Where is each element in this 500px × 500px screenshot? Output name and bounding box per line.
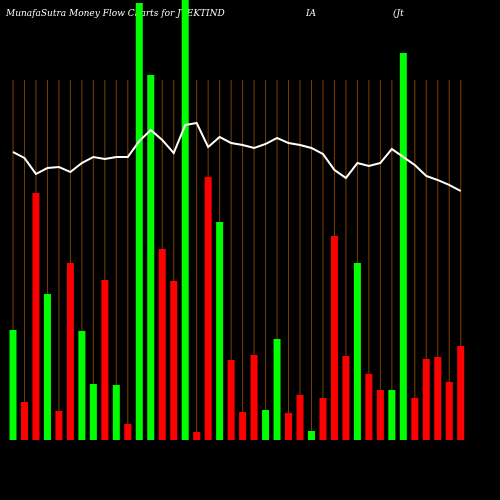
bar (319, 398, 327, 440)
bar (135, 3, 143, 440)
bar (365, 374, 373, 440)
chart-title: MunafaSutra Money Flow Charts for JTEKTI… (5, 9, 225, 19)
bar (307, 431, 315, 440)
bar (112, 385, 120, 440)
chart-title-part: (Jt (393, 8, 404, 19)
bar (250, 355, 258, 440)
bar (399, 53, 407, 440)
bar (330, 236, 338, 440)
bar (239, 412, 247, 440)
money-flow-line (12, 121, 462, 192)
bar (388, 390, 396, 440)
bar (422, 359, 430, 440)
bar (353, 263, 361, 440)
bar (342, 356, 350, 440)
bar (147, 75, 155, 440)
bar (204, 177, 212, 440)
bar (285, 413, 293, 440)
bar (296, 395, 304, 440)
bar (262, 410, 270, 440)
bar (158, 249, 166, 440)
bar (78, 331, 86, 440)
bar (20, 402, 28, 440)
bar (445, 382, 453, 440)
bar (273, 339, 281, 440)
chart-title-part: IA (305, 9, 317, 19)
bar (376, 390, 384, 440)
bar (43, 294, 51, 440)
bar (89, 384, 97, 440)
bar (411, 398, 419, 440)
bar (181, 0, 189, 440)
bar (457, 346, 465, 440)
bar (55, 411, 63, 440)
bar (193, 432, 201, 440)
bar (170, 281, 178, 440)
bar (227, 360, 235, 440)
bar (9, 330, 17, 440)
bar (216, 222, 224, 440)
bar (66, 263, 74, 440)
bar (434, 357, 442, 440)
bar (32, 193, 40, 440)
bar (124, 424, 132, 440)
bar (101, 280, 109, 440)
